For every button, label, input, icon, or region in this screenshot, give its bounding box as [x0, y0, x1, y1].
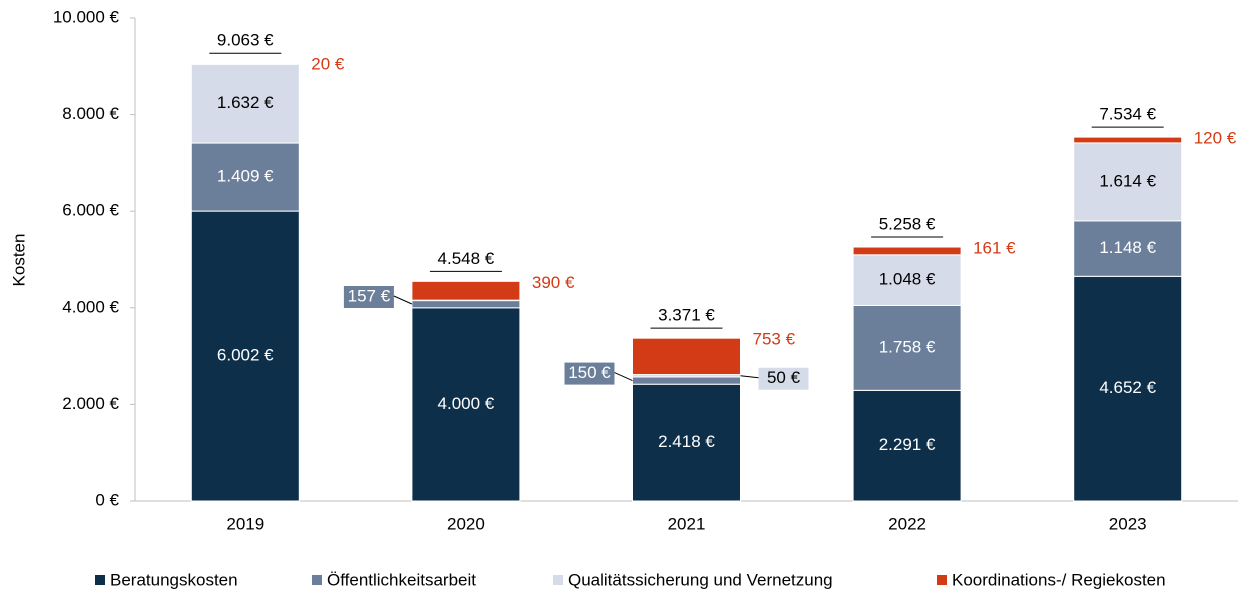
bar-segment	[190, 142, 300, 212]
value-label: 1.632 €	[217, 93, 274, 112]
label-box	[564, 362, 615, 385]
x-tick-label: 2021	[668, 514, 706, 533]
leader-line	[614, 372, 633, 382]
leader-line	[740, 375, 759, 379]
bar-segment	[190, 63, 300, 144]
bar-segment	[852, 246, 962, 256]
x-tick-label: 2019	[226, 514, 264, 533]
y-tick-label: 6.000 €	[62, 201, 119, 220]
bar-segment	[1073, 136, 1183, 144]
value-label: 2.291 €	[879, 435, 936, 454]
value-label: 1.048 €	[879, 270, 936, 289]
legend-swatch	[553, 575, 563, 585]
value-label: 20 €	[311, 55, 345, 74]
value-label: 753 €	[753, 330, 796, 349]
total-label: 7.534 €	[1099, 105, 1156, 124]
bar-segment	[632, 337, 741, 376]
bar-segment	[411, 299, 521, 309]
leader-line	[393, 295, 413, 305]
bar-segment	[1073, 142, 1183, 222]
bar-segment	[1073, 275, 1183, 502]
total-label: 5.258 €	[879, 215, 936, 234]
value-label: 1.409 €	[217, 167, 274, 186]
bar-segment	[190, 210, 300, 502]
y-tick-label: 4.000 €	[62, 297, 119, 316]
y-axis-label: Kosten	[9, 234, 28, 287]
y-tick-label: 0 €	[95, 490, 119, 509]
bar-segment	[411, 280, 521, 301]
legend-label: Qualitätssicherung und Vernetzung	[568, 570, 833, 589]
value-label: 2.418 €	[658, 432, 715, 451]
value-label: 50 €	[767, 368, 801, 387]
total-label: 3.371 €	[658, 306, 715, 325]
legend-swatch	[937, 575, 947, 585]
legend-label: Beratungskosten	[110, 570, 238, 589]
value-label: 157 €	[348, 286, 391, 305]
value-label: 1.758 €	[879, 337, 936, 356]
value-label: 161 €	[973, 239, 1016, 258]
value-label: 120 €	[1194, 129, 1237, 148]
x-tick-label: 2023	[1109, 514, 1147, 533]
bar-segment	[190, 62, 300, 65]
total-label: 4.548 €	[438, 249, 495, 268]
bar-segment	[852, 304, 962, 391]
total-label: 9.063 €	[217, 31, 274, 50]
value-label: 6.002 €	[217, 346, 274, 365]
value-label: 4.000 €	[438, 394, 495, 413]
value-label: 150 €	[568, 363, 611, 382]
x-tick-label: 2020	[447, 514, 485, 533]
y-tick-label: 8.000 €	[62, 104, 119, 123]
y-tick-label: 2.000 €	[62, 394, 119, 413]
legend-label: Öffentlichkeitsarbeit	[327, 570, 476, 589]
value-label: 390 €	[532, 273, 575, 292]
label-box	[758, 367, 809, 390]
bar-segment	[632, 376, 741, 385]
bar-segment	[1073, 220, 1183, 277]
legend-label: Koordinations-/ Regiekosten	[952, 570, 1166, 589]
bar-segment	[411, 307, 521, 502]
y-tick-label: 10.000 €	[53, 7, 120, 26]
value-label: 4.652 €	[1099, 378, 1156, 397]
label-box	[343, 286, 394, 309]
legend-swatch	[312, 575, 322, 585]
x-tick-label: 2022	[888, 514, 926, 533]
bar-segment	[632, 383, 741, 502]
bar-segment	[852, 254, 962, 306]
legend-swatch	[95, 575, 105, 585]
value-label: 1.148 €	[1099, 238, 1156, 257]
value-label: 1.614 €	[1099, 171, 1156, 190]
